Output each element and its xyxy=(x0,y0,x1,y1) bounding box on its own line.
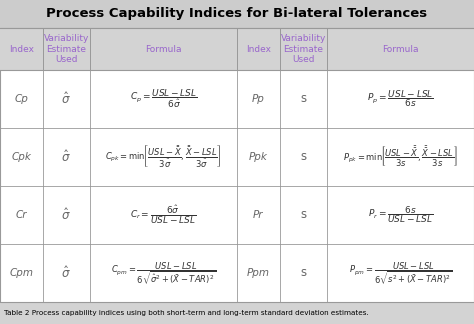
Text: $C_{pk} = \min\!\left[\dfrac{USL - \bar{\bar{X}}}{3\hat{\sigma}}, \dfrac{\bar{\b: $C_{pk} = \min\!\left[\dfrac{USL - \bar{… xyxy=(105,144,222,170)
Bar xyxy=(0,28,474,70)
Text: Ppm: Ppm xyxy=(247,268,270,278)
Text: Formula: Formula xyxy=(382,44,419,53)
Text: Pr: Pr xyxy=(253,210,264,220)
Text: Cpk: Cpk xyxy=(11,152,31,162)
Text: $P_{pk} = \min\!\left[\dfrac{USL - \bar{\bar{X}}}{3s}, \dfrac{\bar{\bar{X}} - LS: $P_{pk} = \min\!\left[\dfrac{USL - \bar{… xyxy=(343,145,458,169)
Bar xyxy=(0,302,474,324)
Text: $P_p = \dfrac{USL - LSL}{6s}$: $P_p = \dfrac{USL - LSL}{6s}$ xyxy=(367,88,434,110)
Text: s: s xyxy=(301,267,306,280)
Text: Variability
Estimate
Used: Variability Estimate Used xyxy=(44,34,89,64)
Text: $\hat{\sigma}$: $\hat{\sigma}$ xyxy=(62,149,71,165)
Text: Cpm: Cpm xyxy=(9,268,33,278)
Text: $C_r = \dfrac{6\hat{\sigma}}{USL - LSL}$: $C_r = \dfrac{6\hat{\sigma}}{USL - LSL}$ xyxy=(130,204,197,226)
Bar xyxy=(0,0,474,28)
Text: $C_{pm} = \dfrac{USL - LSL}{6\sqrt{\hat{\sigma}^2 + \left(\bar{X} - TAR\right)^2: $C_{pm} = \dfrac{USL - LSL}{6\sqrt{\hat{… xyxy=(111,260,216,286)
Text: Process Capability Indices for Bi-lateral Tolerances: Process Capability Indices for Bi-latera… xyxy=(46,7,428,20)
Text: Index: Index xyxy=(9,44,34,53)
Text: Pp: Pp xyxy=(252,94,265,104)
Text: Cr: Cr xyxy=(16,210,27,220)
Text: Ppk: Ppk xyxy=(249,152,268,162)
Text: Cp: Cp xyxy=(14,94,28,104)
Text: Variability
Estimate
Used: Variability Estimate Used xyxy=(281,34,326,64)
Text: $P_{pm} = \dfrac{USL - LSL}{6\sqrt{s^2 + \left(\bar{X} - TAR\right)^2}}$: $P_{pm} = \dfrac{USL - LSL}{6\sqrt{s^2 +… xyxy=(349,260,452,286)
Text: Formula: Formula xyxy=(145,44,182,53)
Text: Table 2 Process capability indices using both short-term and long-term standard : Table 2 Process capability indices using… xyxy=(4,310,369,316)
Text: $P_r = \dfrac{6s}{USL - LSL}$: $P_r = \dfrac{6s}{USL - LSL}$ xyxy=(368,204,433,226)
Text: s: s xyxy=(301,151,306,164)
Text: $\hat{\sigma}$: $\hat{\sigma}$ xyxy=(62,265,71,281)
Bar xyxy=(0,28,474,302)
Text: $C_p = \dfrac{USL - LSL}{6\hat{\sigma}}$: $C_p = \dfrac{USL - LSL}{6\hat{\sigma}}$ xyxy=(130,88,197,110)
Text: $\hat{\sigma}$: $\hat{\sigma}$ xyxy=(62,91,71,107)
Text: $\hat{\sigma}$: $\hat{\sigma}$ xyxy=(62,207,71,223)
Text: s: s xyxy=(301,92,306,106)
Text: Index: Index xyxy=(246,44,271,53)
Text: s: s xyxy=(301,209,306,222)
